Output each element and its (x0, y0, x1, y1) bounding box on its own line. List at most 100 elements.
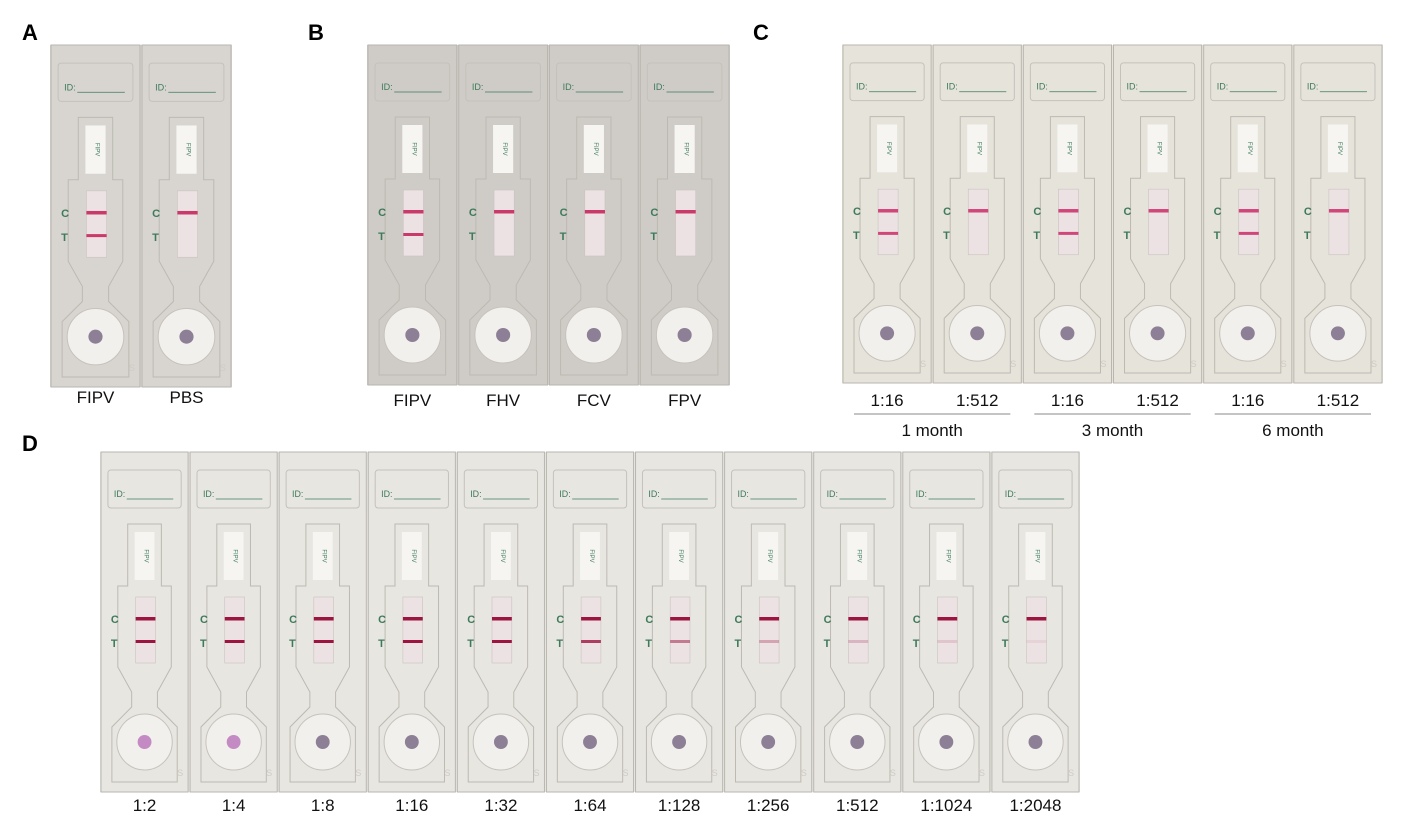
id-label: ID: (1127, 82, 1139, 92)
s-label: S (1068, 768, 1074, 778)
test-strip: ID: FIPV CT S (141, 44, 232, 388)
test-band (86, 234, 107, 238)
label-window (580, 532, 600, 580)
test-band (1058, 231, 1079, 235)
strip-label: FCV (577, 391, 612, 410)
s-label: S (1281, 359, 1287, 369)
t-label: T (645, 638, 652, 650)
test-band (492, 640, 512, 643)
test-strip: ID: FIPV CT S (1203, 44, 1293, 384)
s-label: S (920, 359, 926, 369)
c-label: C (943, 206, 951, 218)
window-text: FIPV (677, 549, 683, 562)
t-label: T (61, 232, 68, 244)
panel-letter: A (22, 20, 38, 45)
result-window (1238, 188, 1260, 256)
label-window (758, 532, 779, 580)
strip-recess (735, 523, 802, 783)
s-label: S (718, 361, 724, 371)
c-label: C (1002, 614, 1010, 626)
s-label: S (979, 768, 985, 778)
control-band (224, 617, 245, 621)
result-window (491, 596, 513, 664)
strip-label: FIPV (77, 388, 115, 407)
control-band (492, 617, 512, 621)
s-label: S (220, 363, 226, 373)
result-window (1148, 188, 1169, 256)
id-label: ID: (203, 489, 214, 499)
strip-label: 1:16 (1051, 391, 1084, 410)
c-label: C (1214, 206, 1222, 218)
test-band (848, 640, 869, 643)
strip-recess (378, 523, 445, 783)
result-window (313, 596, 334, 664)
label-window (176, 125, 197, 174)
strip-recess (560, 116, 628, 376)
label-window (401, 532, 422, 580)
strip-label: 1:1024 (920, 796, 972, 815)
result-window (1026, 596, 1047, 664)
test-band (403, 233, 424, 236)
id-box (849, 62, 925, 102)
s-label: S (177, 768, 183, 778)
strip-label: 1:512 (956, 391, 999, 410)
c-label: C (913, 614, 921, 626)
strip-label: 1:256 (747, 796, 790, 815)
sample-spot (1240, 326, 1255, 341)
control-band (584, 210, 605, 214)
test-band (1026, 640, 1047, 643)
label-window (877, 124, 898, 173)
id-label: ID: (1036, 82, 1048, 92)
control-band (1328, 209, 1349, 213)
control-band (1238, 209, 1259, 213)
s-label: S (534, 768, 540, 778)
id-label: ID: (155, 82, 167, 92)
id-label: ID: (559, 489, 570, 499)
control-band (848, 617, 869, 621)
strip-label: 1:512 (836, 796, 879, 815)
sample-spot (88, 329, 103, 344)
id-label: ID: (1307, 82, 1319, 92)
test-strip: ID: FIPV CT S (1022, 44, 1112, 384)
result-window (224, 596, 245, 664)
window-text: FIPV (143, 549, 149, 562)
t-label: T (1033, 230, 1040, 242)
control-band (878, 209, 899, 213)
c-label: C (378, 207, 386, 219)
result-window (493, 189, 515, 257)
c-label: C (1304, 206, 1312, 218)
t-label: T (1002, 638, 1009, 650)
strip-recess (853, 116, 921, 374)
id-label: ID: (648, 489, 659, 499)
test-strip: ID: FIPV CT S (456, 451, 545, 793)
window-text: FIPV (501, 142, 507, 155)
label-window (674, 125, 695, 173)
id-label: ID: (472, 82, 484, 92)
test-band (878, 231, 899, 235)
strip-recess (1304, 116, 1372, 374)
test-strip: ID: FIPV CT S (50, 44, 141, 388)
strip-label: 1:16 (395, 796, 428, 815)
result-window (177, 190, 198, 258)
strip-recess (200, 523, 267, 783)
id-label: ID: (856, 82, 868, 92)
s-label: S (536, 361, 542, 371)
strip-recess (1214, 116, 1282, 374)
label-window (402, 125, 423, 173)
label-window (583, 125, 604, 173)
sample-spot (1028, 735, 1043, 749)
test-strip: ID: FIPV CT S (367, 44, 458, 386)
strip-recess (152, 116, 221, 378)
test-strip: ID: FIPV CT S (545, 451, 635, 793)
test-strip: ID: FIPV CT S (902, 451, 991, 793)
control-band (135, 617, 156, 621)
id-box (641, 469, 717, 509)
label-window (312, 532, 333, 580)
window-text: FIPV (321, 549, 327, 562)
control-band (402, 617, 423, 621)
t-label: T (853, 230, 860, 242)
id-box (731, 469, 806, 509)
strip-label: 1:64 (573, 796, 606, 815)
s-label: S (266, 768, 272, 778)
strip-label: 1:32 (484, 796, 517, 815)
